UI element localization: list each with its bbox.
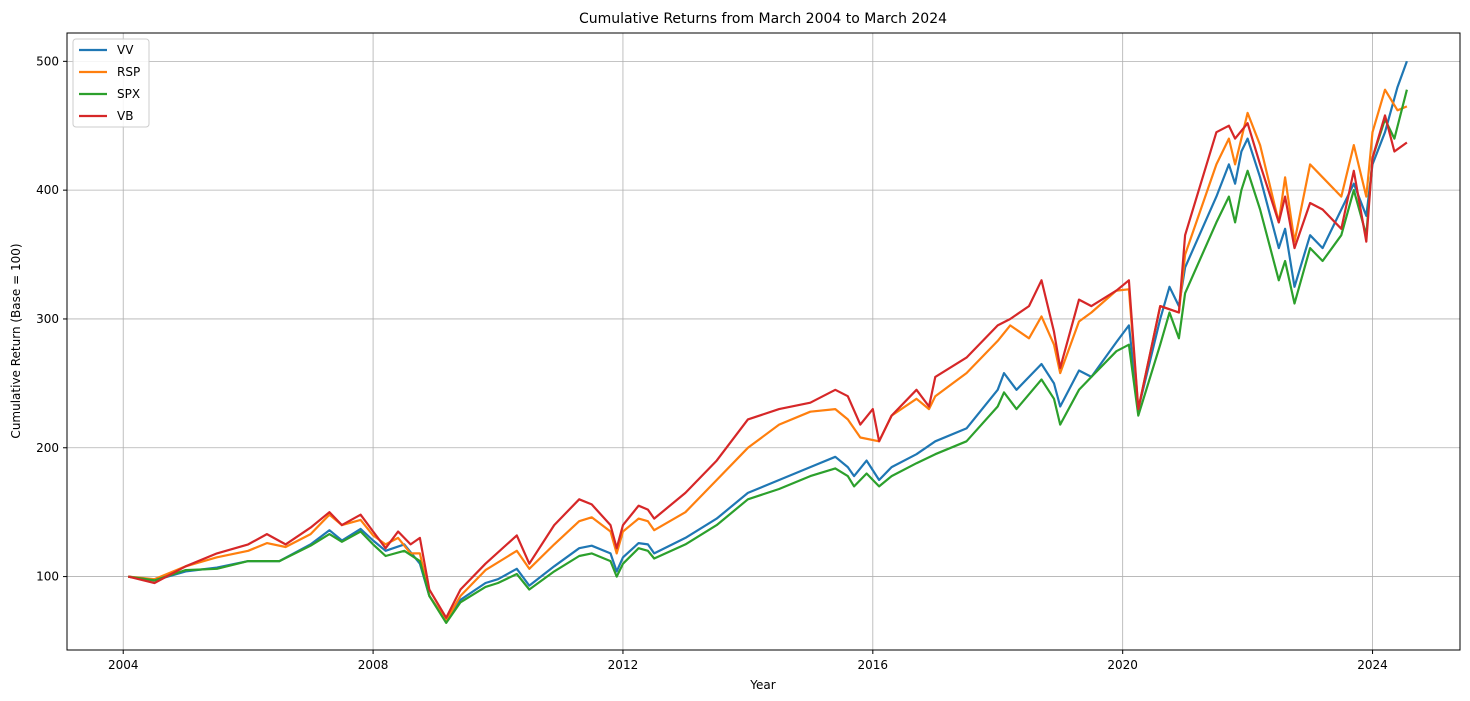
x-axis-label: Year (749, 678, 775, 692)
legend-label-vv: VV (117, 43, 134, 57)
legend: VV RSP SPX VB (72, 38, 150, 128)
chart-title: Cumulative Returns from March 2004 to Ma… (579, 11, 947, 27)
y-axis-label: Cumulative Return (Base = 100) (9, 243, 23, 438)
series-layer (127, 60, 1408, 624)
legend-label-vb: VB (117, 109, 133, 123)
x-tick-label: 2012 (608, 658, 639, 672)
series-line-vv (128, 60, 1408, 622)
y-tick-label: 300 (36, 312, 59, 326)
y-tick-label: 400 (36, 183, 59, 197)
x-tick-label: 2020 (1107, 658, 1138, 672)
plot-frame (66, 32, 1461, 651)
x-tick-label: 2024 (1357, 658, 1388, 672)
legend-box (72, 38, 150, 128)
x-tick-label: 2008 (358, 658, 389, 672)
legend-label-rsp: RSP (117, 65, 140, 79)
grid-lines (67, 33, 1460, 650)
x-tick-label: 2016 (858, 658, 889, 672)
series-line-spx (128, 89, 1408, 624)
y-tick-label: 500 (36, 54, 59, 68)
axes-layer: 2004 2008 2012 2016 2020 2024 100 200 300 400 500 (36, 54, 1388, 672)
y-tick-label: 100 (36, 570, 59, 584)
legend-label-spx: SPX (117, 87, 140, 101)
x-tick-label: 2004 (108, 658, 139, 672)
y-tick-label: 200 (36, 441, 59, 455)
series-line-vb (127, 114, 1408, 619)
